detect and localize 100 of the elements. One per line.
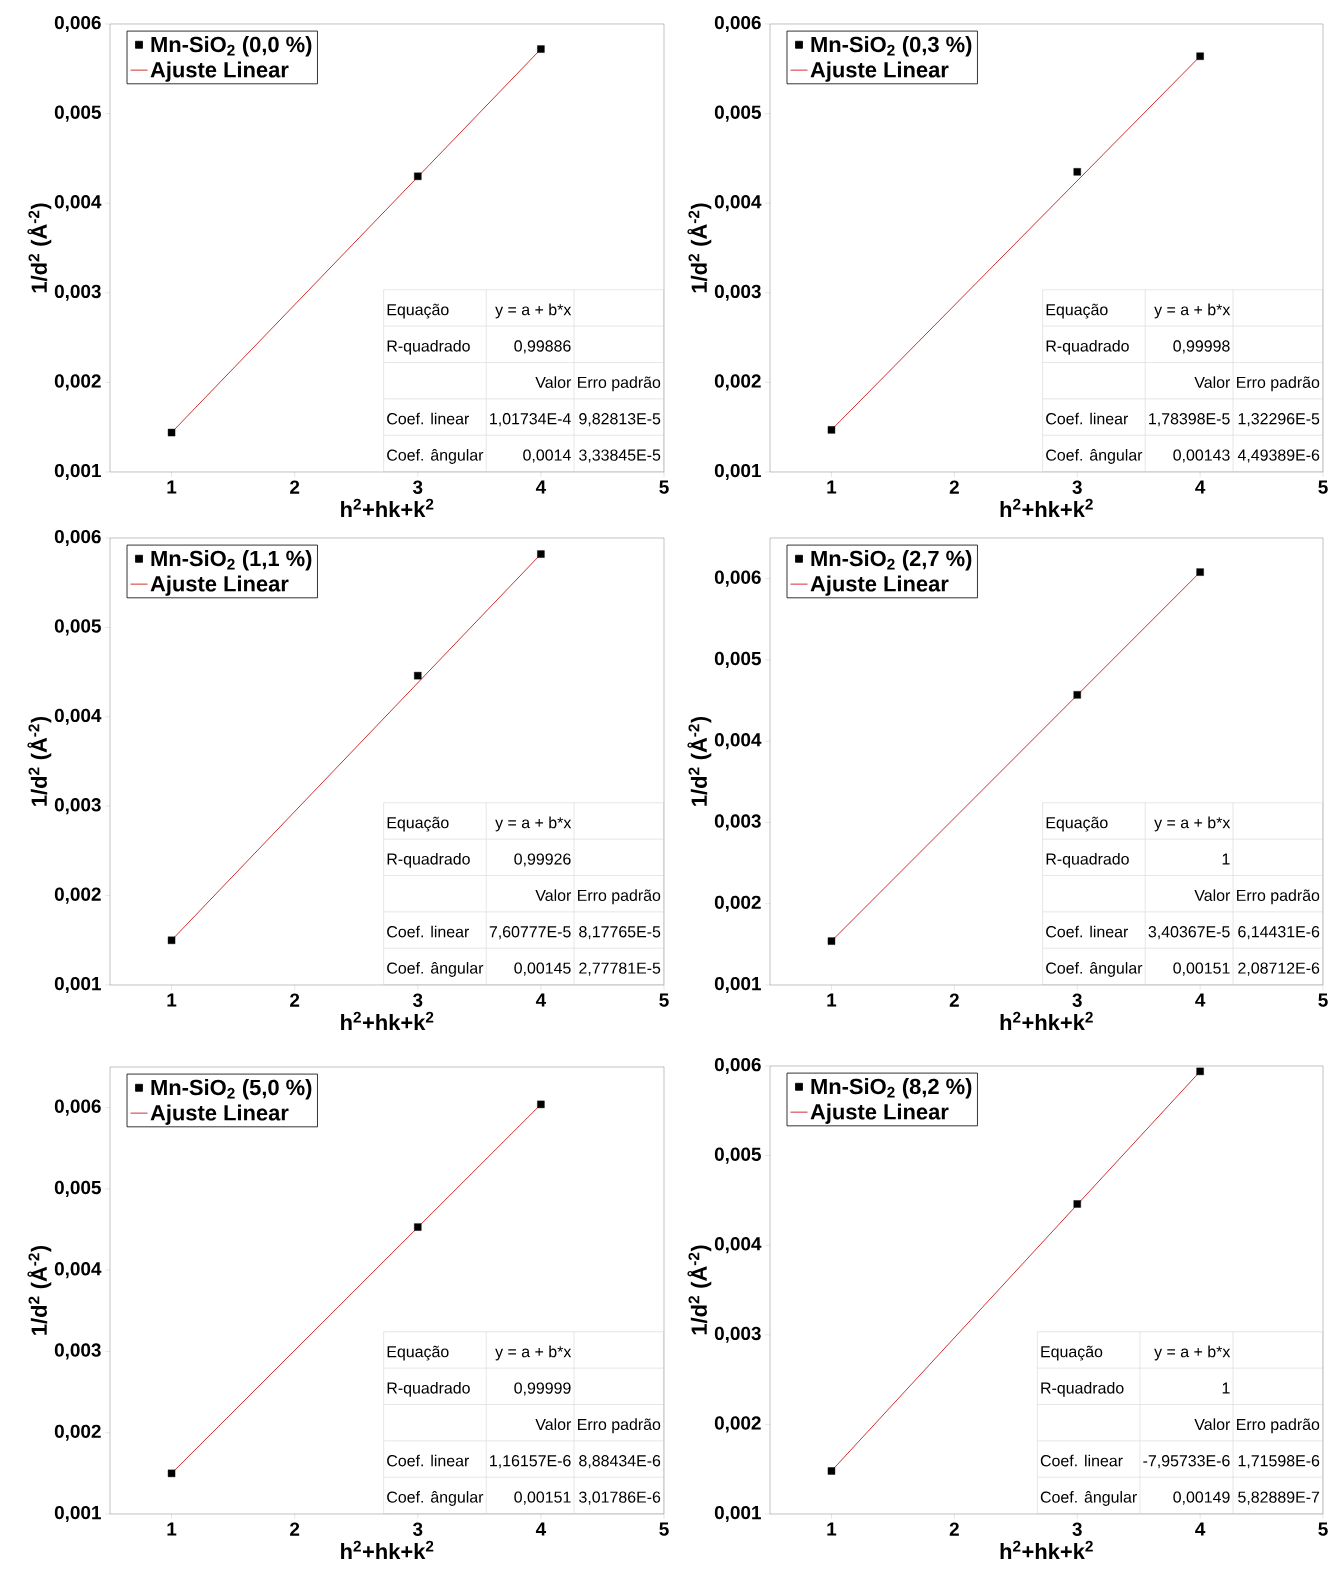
- annotation: Coef. linear: [387, 412, 470, 425]
- x-axis-title: h$^{2}$+hk+k$^{2}$: [341, 498, 434, 517]
- annotation: Valor: [1194, 889, 1231, 902]
- x-tick-label: 4: [1195, 1522, 1206, 1536]
- y-tick-label: 0,003: [714, 284, 761, 301]
- annotation: Coef. linear: [1046, 412, 1129, 425]
- legend-label: Mn-SiO$_{2}$ (2,7 %): [811, 550, 972, 571]
- annotation: 1,78398E-5: [1149, 413, 1230, 427]
- x-tick-label: 2: [949, 993, 959, 1007]
- point: [414, 1223, 422, 1231]
- x-tick-label: 1: [167, 1522, 177, 1536]
- x-tick-label: 5: [1318, 1522, 1328, 1536]
- x-tick-label: 2: [290, 1522, 300, 1536]
- annotation: 8,17765E-5: [579, 926, 661, 940]
- x-tick-label: 3: [1072, 480, 1082, 494]
- annotation: 1: [1222, 853, 1230, 865]
- annotation: y = a + b*x: [1154, 1345, 1231, 1361]
- legend-label: Ajuste Linear: [150, 575, 289, 596]
- y-axis-title: 1/d$^{2}$ (Å$^{-2}$): [687, 1245, 712, 1335]
- annotation: 2,08712E-6: [1238, 962, 1320, 976]
- y-tick-label: 0,001: [54, 976, 101, 994]
- legend-label: Mn-SiO$_{2}$ (5,0 %): [151, 1079, 312, 1100]
- x-axis-title: h$^{2}$+hk+k$^{2}$: [1000, 1540, 1093, 1559]
- annotation: 0,00151: [1173, 962, 1230, 976]
- legend-label: Mn-SiO$_{2}$ (0,0 %): [151, 36, 312, 57]
- annotation: 0,00143: [1173, 449, 1230, 463]
- x-tick-label: 5: [1318, 993, 1328, 1007]
- annotation: y = a + b*x: [495, 816, 572, 832]
- x-tick-label: 1: [827, 993, 837, 1007]
- annotation: Valor: [535, 1418, 572, 1431]
- legend-label: Ajuste Linear: [810, 1103, 949, 1124]
- x-tick-label: 3: [412, 1522, 423, 1536]
- annotation: 1,71598E-6: [1238, 1455, 1320, 1469]
- x-tick-label: 3: [412, 993, 423, 1007]
- y-tick-label: 0,003: [714, 1326, 761, 1343]
- annotation: R-quadrado: [387, 1381, 470, 1397]
- annotation: Coef. linear: [387, 925, 470, 938]
- x-tick-label: 1: [167, 480, 177, 494]
- y-tick-label: 0,001: [714, 1505, 761, 1523]
- annotation: R-quadrado: [387, 339, 470, 355]
- y-tick-label: 0,006: [54, 1099, 101, 1116]
- annotation: Coef. ângular: [387, 961, 484, 977]
- annotation: Coef. linear: [1046, 925, 1129, 938]
- annotation: Equação: [387, 816, 449, 832]
- annotation: Coef. ângular: [1046, 961, 1143, 977]
- annotation: R-quadrado: [1046, 852, 1129, 868]
- annotation: Coef. linear: [1040, 1454, 1123, 1467]
- y-tick-label: 0,004: [714, 733, 762, 750]
- annotation: Erro padrão: [578, 889, 661, 905]
- point: [1073, 1200, 1081, 1208]
- y-tick-label: 0,003: [54, 284, 101, 301]
- x-tick-label: 1: [167, 993, 177, 1007]
- x-tick-label: 1: [827, 480, 837, 494]
- y-tick-label: 0,003: [54, 1343, 101, 1360]
- annotation: 0,99886: [514, 340, 571, 354]
- point: [827, 1467, 836, 1475]
- y-tick-label: 0,005: [54, 105, 101, 122]
- x-tick-label: 3: [412, 480, 423, 494]
- y-axis-title: 1/d$^{2}$ (Å$^{-2}$): [27, 203, 52, 293]
- y-tick-label: 0,001: [54, 1505, 101, 1523]
- annotation: 0,00149: [1173, 1491, 1230, 1505]
- y-tick-label: 0,004: [54, 708, 102, 725]
- y-tick-label: 0,006: [714, 1057, 761, 1075]
- y-axis-title: 1/d$^{2}$ (Å$^{-2}$): [27, 1245, 52, 1335]
- annotation: 1,16157E-6: [490, 1455, 571, 1469]
- annotation: 0,99999: [514, 1382, 571, 1396]
- annotation: 0,00145: [514, 962, 571, 976]
- legend-label: Mn-SiO$_{2}$ (8,2 %): [811, 1078, 972, 1099]
- annotation: 0,99998: [1173, 340, 1230, 354]
- annotation: Equação: [387, 303, 449, 319]
- annotation: Equação: [1046, 303, 1108, 319]
- y-tick-label: 0,006: [54, 529, 101, 547]
- annotation: Erro padrão: [578, 376, 661, 392]
- annotation: Equação: [1041, 1345, 1103, 1361]
- x-tick-label: 2: [290, 480, 300, 494]
- point: [1196, 568, 1204, 576]
- annotation: Erro padrão: [1237, 889, 1320, 905]
- x-tick-label: 2: [290, 993, 300, 1007]
- y-tick-label: 0,004: [54, 1262, 102, 1279]
- y-tick-label: 0,002: [54, 1424, 101, 1441]
- x-axis-title: h$^{2}$+hk+k$^{2}$: [341, 1011, 434, 1030]
- y-tick-label: 0,003: [54, 798, 101, 815]
- y-axis-title: 1/d$^{2}$ (Å$^{-2}$): [27, 716, 52, 806]
- x-tick-label: 4: [535, 993, 547, 1007]
- y-tick-label: 0,005: [54, 1180, 101, 1197]
- point: [1196, 52, 1204, 60]
- y-tick-label: 0,006: [54, 15, 101, 33]
- y-tick-label: 0,001: [714, 463, 761, 481]
- annotation: 4,49389E-6: [1237, 449, 1320, 463]
- annotation: Valor: [535, 889, 572, 902]
- x-tick-label: 4: [1195, 993, 1206, 1007]
- annotation: 9,82813E-5: [579, 413, 661, 427]
- annotation: -7,95733E-6: [1143, 1455, 1230, 1469]
- y-tick-label: 0,004: [714, 1237, 762, 1254]
- y-tick-label: 0,001: [54, 463, 101, 481]
- y-tick-label: 0,002: [714, 895, 761, 912]
- annotation: Coef. ângular: [387, 1490, 484, 1506]
- x-tick-label: 5: [659, 480, 669, 494]
- x-tick-label: 2: [949, 1522, 959, 1536]
- annotation: Coef. ângular: [387, 448, 484, 464]
